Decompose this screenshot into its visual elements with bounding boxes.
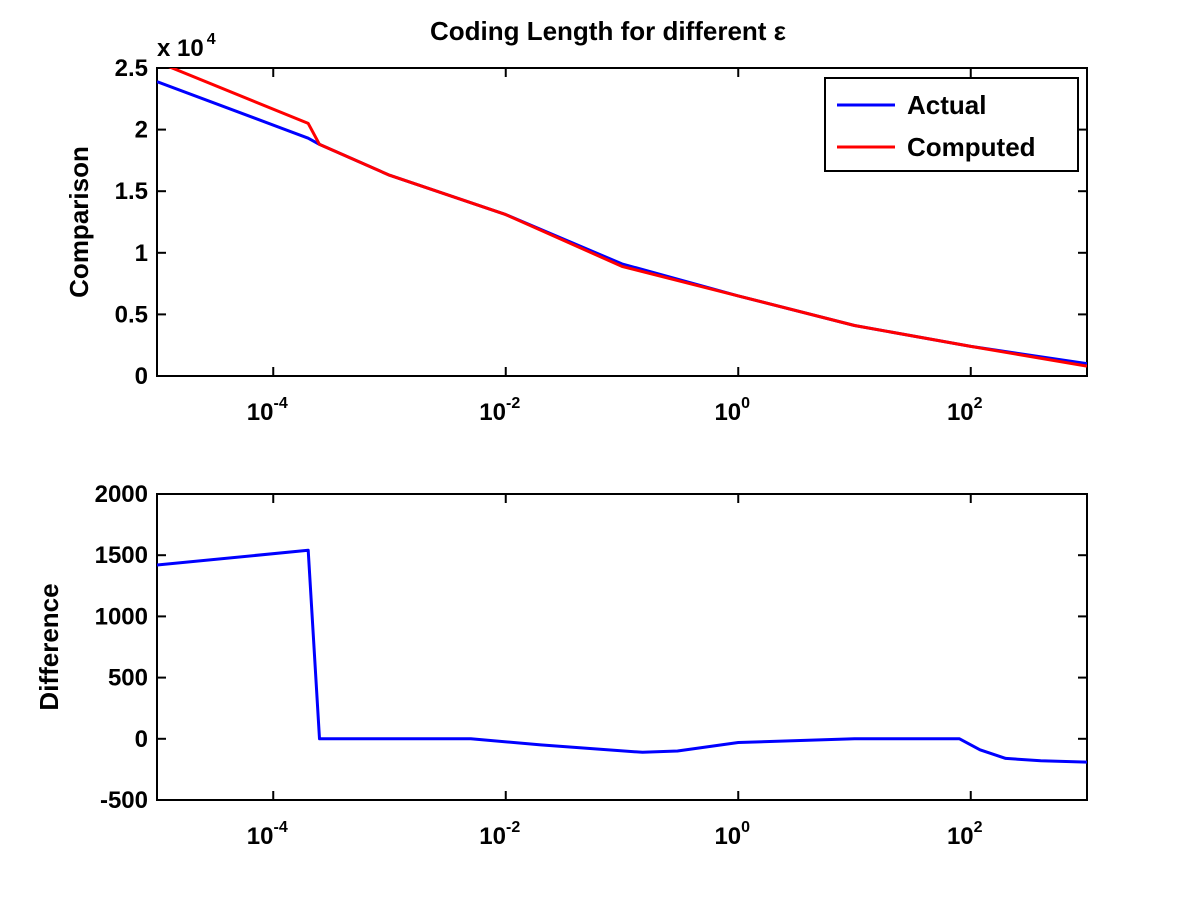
x-tick-label: 100 <box>714 819 750 850</box>
y-tick-label: -500 <box>100 787 148 814</box>
legend-label-computed: Computed <box>907 132 1036 162</box>
y-axis-label: Difference <box>34 583 64 710</box>
difference-panel: -500 0 500 1000 1500 2000 10-4 10-2 100 102 Differ… <box>34 481 1088 850</box>
y-axis-label: Comparison <box>64 146 94 298</box>
comparison-panel: 0 0.5 1 1.5 2 2.5 10-4 10-2 100 102 Comparison x 10… <box>64 31 1088 426</box>
series-line-computed <box>168 68 1087 368</box>
legend-label-actual: Actual <box>907 90 986 120</box>
y-tick-label: 1500 <box>95 542 148 569</box>
y-tick-label: 500 <box>108 665 148 692</box>
legend-box <box>824 77 1079 172</box>
x-tick-label: 102 <box>947 819 983 850</box>
y-tick-label: 2.5 <box>115 55 148 82</box>
y-tick-label: 0.5 <box>115 301 148 328</box>
x-tick-label: 10-4 <box>247 819 288 850</box>
y-tick-label: 1 <box>135 240 148 267</box>
y-tick-label: 2000 <box>95 481 148 508</box>
y-tick-label: 1000 <box>95 603 148 630</box>
chart-title: Coding Length for different ε <box>430 16 786 46</box>
y-tick-label: 2 <box>135 117 148 144</box>
y-tick-label: 1.5 <box>115 178 148 205</box>
axes-box <box>156 493 1088 801</box>
x-tick-label: 10-2 <box>479 819 520 850</box>
x-tick-label: 10-2 <box>479 395 520 426</box>
difference-line <box>157 548 1087 764</box>
y-tick-label: 0 <box>135 726 148 753</box>
x-tick-label: 100 <box>714 395 750 426</box>
x-tick-label: 10-4 <box>247 395 288 426</box>
y-multiplier-label: x 10 4 <box>157 31 216 62</box>
x-tick-label: 102 <box>947 395 983 426</box>
legend: Actual Computed <box>824 77 1079 172</box>
y-tick-label: 0 <box>135 363 148 390</box>
axes-box <box>156 67 1088 377</box>
